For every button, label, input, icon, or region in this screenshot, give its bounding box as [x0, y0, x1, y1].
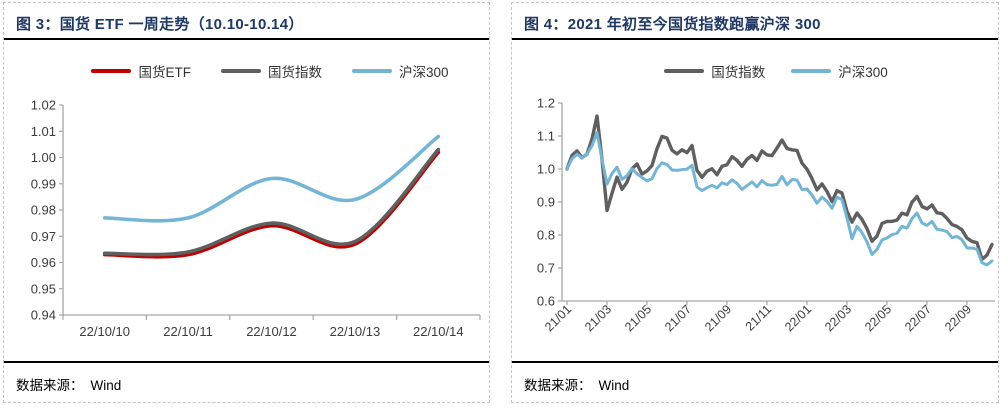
y-tick-label: 1.01: [31, 124, 56, 139]
legend-line-swatch: [91, 69, 132, 73]
y-tick-label: 0.97: [31, 229, 56, 244]
x-tick-label: 22/10/11: [163, 324, 213, 339]
x-tick-label: 21/07: [662, 302, 694, 334]
figure-4-legend: 国货指数 沪深300: [562, 61, 990, 81]
figure-3-panel: 图 3：国货 ETF 一周走势（10.10-10.14） 国货ETF 国货指数 沪深…: [3, 2, 490, 403]
x-tick-label: 22/03: [822, 302, 854, 334]
series-line-2: [102, 134, 441, 223]
y-tick-label: 0.6: [537, 294, 555, 309]
legend-label: 国货指数: [267, 65, 322, 80]
legend-item-0: 国货指数: [664, 61, 765, 81]
y-tick-label: 1.1: [537, 129, 555, 144]
legend-line-swatch: [791, 69, 832, 73]
y-tick-label: 0.94: [31, 308, 56, 323]
x-tick-label: 22/10/12: [246, 324, 297, 339]
figure-3-chart-area: 国货ETF 国货指数 沪深300 1.02 1.01 1.00 0.99 0.98 0.97 0…: [4, 40, 489, 361]
y-tick-label: 1.2: [537, 96, 555, 111]
legend-item-1: 沪深300: [791, 61, 888, 81]
y-tick-label: 0.9: [537, 195, 555, 210]
legend-item-2: 沪深300: [351, 61, 449, 81]
x-tick-label: 21/09: [702, 302, 734, 334]
figure-3-legend: 国货ETF 国货指数 沪深300: [59, 61, 481, 81]
x-tick-label: 21/03: [582, 302, 614, 334]
series-line-1: [565, 131, 994, 267]
legend-label: 沪深300: [838, 65, 888, 80]
x-tick-label: 22/09: [942, 302, 974, 334]
x-tick-label: 21/05: [622, 302, 654, 334]
legend-item-0: 国货ETF: [91, 61, 191, 81]
y-tick-label: 0.99: [31, 176, 56, 191]
x-tick-label: 22/10/10: [79, 324, 130, 339]
y-tick-label: 1.00: [31, 150, 56, 165]
legend-line-swatch: [664, 69, 705, 73]
figure-3-line-chart: 1.02 1.01 1.00 0.99 0.98 0.97 0.96 0.95 0.94 22/1…: [31, 98, 481, 339]
figure-4-panel: 图 4：2021 年初至今国货指数跑赢沪深 300 国货指数 沪深300 1.2 1…: [511, 2, 999, 403]
source-value: Wind: [598, 378, 630, 393]
legend-item-1: 国货指数: [220, 61, 322, 81]
y-tick-label: 1.02: [31, 98, 56, 113]
figure-4-title: 图 4：2021 年初至今国货指数跑赢沪深 300: [512, 3, 998, 40]
x-tick-label: 22/07: [902, 302, 934, 334]
legend-line-swatch: [220, 69, 261, 73]
y-tick-label: 1.0: [537, 162, 555, 177]
x-tick-label: 21/11: [743, 302, 774, 333]
legend-label: 国货ETF: [138, 65, 191, 80]
source-label: 数据来源：: [16, 378, 84, 393]
figure-3-title: 图 3：国货 ETF 一周走势（10.10-10.14）: [4, 3, 489, 40]
y-tick-label: 0.96: [31, 255, 56, 270]
x-tick-label: 22/10/14: [413, 324, 464, 339]
figure-4-source: 数据来源： Wind: [512, 361, 998, 394]
series-line-0: [565, 114, 994, 262]
legend-label: 国货指数: [711, 65, 766, 80]
source-label: 数据来源：: [524, 378, 592, 393]
legend-label: 沪深300: [398, 65, 449, 80]
figure-4-chart-area: 国货指数 沪深300 1.2 1.1 1.0 0.9 0.8 0.7 0.6 21/01 21/0…: [512, 40, 998, 361]
source-value: Wind: [90, 378, 122, 393]
x-tick-label: 22/05: [862, 302, 894, 334]
y-tick-label: 0.95: [31, 281, 56, 296]
series-line-1: [102, 147, 441, 257]
series-line-0: [102, 150, 441, 259]
legend-line-swatch: [351, 69, 392, 73]
y-tick-label: 0.7: [537, 261, 555, 276]
x-tick-label: 22/10/13: [330, 324, 381, 339]
figure-4-line-chart: 1.21.11.00.90.80.70.621/01 21/03 21/05 21/0…: [537, 96, 995, 334]
y-tick-label: 0.98: [31, 203, 56, 218]
figure-3-source: 数据来源： Wind: [4, 361, 489, 394]
x-tick-label: 22/01: [782, 302, 814, 334]
y-tick-label: 0.8: [537, 228, 555, 243]
